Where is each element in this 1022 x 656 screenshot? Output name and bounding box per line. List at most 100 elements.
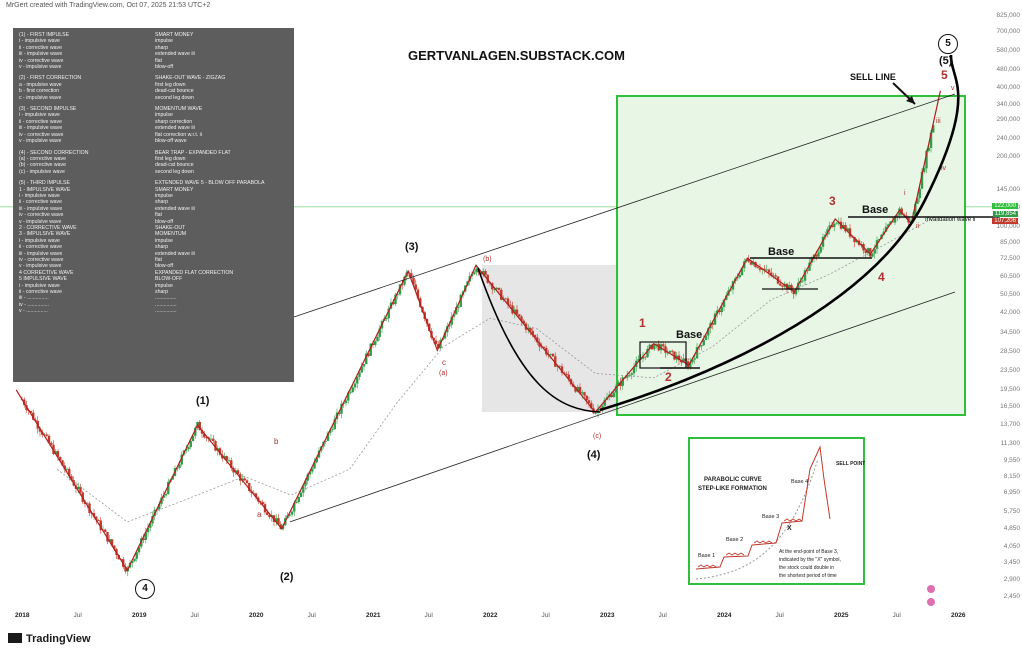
wave-circle-5: 5 <box>938 34 958 54</box>
candle-body <box>704 335 708 341</box>
legend-row: ii - corrective wave sharp correction <box>19 119 288 125</box>
wave-pa-label: (a) <box>439 370 448 377</box>
legend-row: v - impulsive wave blow-off wave <box>19 138 288 144</box>
candle-body <box>907 216 910 223</box>
x-tick-label: 2021 <box>366 612 381 619</box>
legend-row: (a) - corrective wave first leg down <box>19 156 288 162</box>
candle-body <box>92 513 96 517</box>
candle-body <box>227 460 231 462</box>
candle-body <box>682 358 685 363</box>
legend-wave: i - impulsive wave <box>19 282 60 289</box>
candle-body <box>587 400 591 403</box>
inset-curve <box>695 445 831 580</box>
candle-body <box>610 394 613 398</box>
candle-body <box>266 512 269 516</box>
wave-b-label: b <box>274 437 279 446</box>
candle-body <box>736 277 739 279</box>
legend-description: impulse <box>155 38 173 45</box>
y-tick-label: 72,500 <box>1000 254 1020 262</box>
candle-body <box>306 474 309 481</box>
candle-body <box>187 447 190 450</box>
candle-body <box>833 223 836 228</box>
candle-body <box>729 289 732 291</box>
legend-wave: (b) - corrective wave <box>19 162 66 169</box>
legend-description: blow-off wave <box>155 138 187 145</box>
legend-description: SMART MONEY <box>155 186 194 193</box>
candle-body <box>59 457 62 461</box>
candle-body <box>558 365 561 367</box>
y-tick-label: 290,000 <box>996 116 1021 124</box>
candle-body <box>344 400 348 404</box>
candle-body <box>106 531 109 542</box>
candle-body <box>185 449 188 451</box>
legend-wave: i - impulsive wave <box>19 192 60 199</box>
candle-body <box>817 252 820 257</box>
x-tick-label: Jul <box>73 612 82 619</box>
inset-title-2: STEP-LIKE FORMATION <box>698 486 767 492</box>
x-tick-label: 2018 <box>15 612 30 619</box>
candle-body <box>79 487 82 493</box>
candle-body <box>329 429 332 433</box>
candle-body <box>326 432 330 441</box>
candle-body <box>844 224 847 232</box>
candle-body <box>362 364 366 367</box>
candle-body <box>171 476 174 480</box>
candle-body <box>38 428 42 432</box>
candle-body <box>324 440 327 442</box>
candle-body <box>493 289 496 290</box>
candle-body <box>347 392 350 401</box>
legend-description: first leg down <box>155 155 186 162</box>
y-tick-label: 2,450 <box>1003 593 1020 600</box>
y-tick-label: 8,150 <box>1003 472 1020 480</box>
candle-body <box>198 421 201 431</box>
candle-body <box>459 294 462 307</box>
x-tick-label: 2020 <box>249 612 264 619</box>
legend-description: sharp <box>155 244 168 251</box>
legend-wave: c - impulsive wave <box>19 94 62 101</box>
candle-body <box>137 546 141 553</box>
candle-body <box>691 359 694 363</box>
parabolic-curve-inset: PARABOLIC CURVE STEP-LIKE FORMATION Base… <box>688 437 865 585</box>
y-tick-label: 340,000 <box>996 100 1021 108</box>
legend-row: iv - corrective wave flat <box>19 257 288 263</box>
candle-body <box>248 483 251 491</box>
candle-body <box>356 376 359 384</box>
wave-a-label: a <box>257 510 262 519</box>
candle-body <box>297 497 300 503</box>
candle-body <box>45 434 48 436</box>
candle-body <box>565 374 568 375</box>
legend-row: iii - .............................. <box>19 295 288 301</box>
legend-row: iv - corrective wave flat <box>19 58 288 64</box>
candle-body <box>560 366 564 373</box>
y-tick-label: 4,850 <box>1003 524 1020 532</box>
legend-row: c - impulsive wave second leg down <box>19 95 288 101</box>
legend-wave: ii - corrective wave <box>19 289 62 296</box>
x-tick-label: Jul <box>658 612 667 619</box>
legend-wave: i - impulsive wave <box>19 112 60 119</box>
legend-row: i - impulsive wave impulse <box>19 238 288 244</box>
minor-wave-3: 3 <box>829 194 836 208</box>
candle-body <box>695 347 699 359</box>
legend-row: i - impulsive wave impulse <box>19 283 288 289</box>
candle-body <box>752 262 755 265</box>
candle-body <box>167 481 170 494</box>
legend-description: MOMENTUM <box>155 231 187 238</box>
candle-body <box>628 375 631 376</box>
candle-body <box>299 492 303 498</box>
candle-body <box>846 228 849 232</box>
candle-body <box>788 284 791 290</box>
legend-wave: iii - ............... <box>19 295 49 302</box>
y-tick-label: 11,300 <box>1000 440 1020 448</box>
x-tick-label: 2024 <box>717 612 732 619</box>
candle-body <box>612 392 615 398</box>
legend-wave: (1) - FIRST IMPULSE <box>19 32 70 38</box>
candle-body <box>533 335 537 338</box>
candle-body <box>144 532 147 540</box>
candle-body <box>513 309 516 314</box>
wave-label-4: (4) <box>587 449 601 461</box>
candle-body <box>898 208 901 216</box>
candle-body <box>585 395 588 401</box>
candle-body <box>315 457 318 463</box>
candle-body <box>767 269 771 273</box>
legend-description: extended wave iii <box>155 51 195 58</box>
